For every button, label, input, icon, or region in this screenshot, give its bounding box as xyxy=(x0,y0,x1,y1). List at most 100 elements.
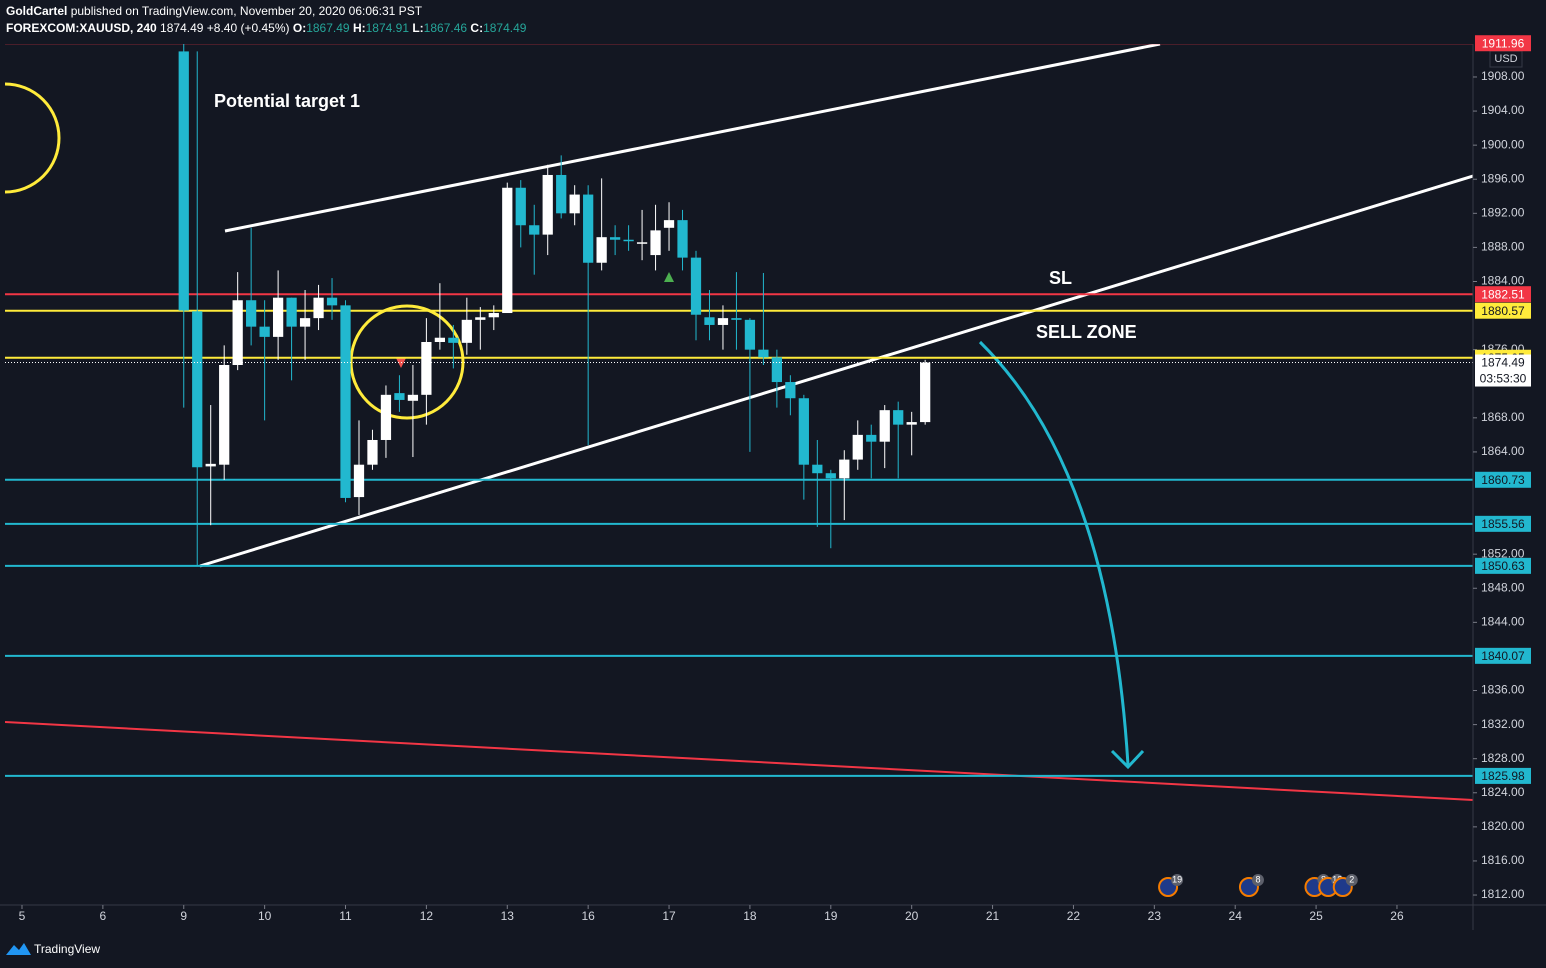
annotation: SELL ZONE xyxy=(1036,322,1137,342)
y-tick-label: 1848.00 xyxy=(1481,580,1525,594)
candle-body xyxy=(623,239,634,242)
price-label-box xyxy=(1475,557,1531,574)
x-tick-label: 26 xyxy=(1390,909,1404,923)
y-tick-label: 1908.00 xyxy=(1481,69,1525,83)
currency-label: USD xyxy=(1494,53,1517,65)
candle-body xyxy=(906,422,917,425)
y-tick-label: 1852.00 xyxy=(1481,546,1525,560)
price-label-box xyxy=(1475,767,1531,784)
y-tick-label: 1820.00 xyxy=(1481,819,1525,833)
x-tick-label: 13 xyxy=(501,909,515,923)
candle-body xyxy=(515,187,526,226)
candle-body xyxy=(663,220,675,228)
candle-body xyxy=(542,174,553,235)
candle-body xyxy=(394,393,405,400)
trend-line xyxy=(224,44,1161,233)
candle-body xyxy=(340,305,351,498)
price-label-box xyxy=(1475,471,1531,488)
candle-body xyxy=(583,194,594,263)
ohlc-value: 1874.91 xyxy=(366,21,410,35)
annotation: Potential target 1 xyxy=(214,91,360,111)
ohlc-label: L: xyxy=(412,21,423,35)
candle-body xyxy=(488,313,499,318)
logo xyxy=(6,943,31,955)
event-count xyxy=(1171,874,1184,886)
price-label: 1882.51 xyxy=(1481,287,1525,301)
publish-info: published on TradingView.com, November 2… xyxy=(71,4,423,18)
candle-body xyxy=(353,464,365,498)
candle-body xyxy=(744,319,756,350)
candle-body xyxy=(205,463,216,467)
last: 1874.49 xyxy=(160,21,204,35)
x-tick-label: 24 xyxy=(1229,909,1243,923)
change: +8.40 (+0.45%) xyxy=(207,21,290,35)
y-tick-label: 1812.00 xyxy=(1481,887,1525,901)
y-tick-label: 1888.00 xyxy=(1481,240,1525,254)
candle-body xyxy=(192,311,203,468)
y-tick-label: 1824.00 xyxy=(1481,785,1525,799)
candle-body xyxy=(812,464,823,474)
candle-body xyxy=(731,318,742,320)
candle-body xyxy=(502,187,513,314)
annotation: SL xyxy=(1049,268,1072,288)
x-tick-label: 22 xyxy=(1067,909,1081,923)
author: GoldCartel xyxy=(6,4,67,18)
last-price-box xyxy=(1475,354,1531,387)
candle-body xyxy=(286,297,297,327)
y-tick-label: 1844.00 xyxy=(1481,615,1525,629)
candle-body xyxy=(272,297,284,337)
candle-body xyxy=(219,365,230,465)
candle-body xyxy=(299,318,311,327)
plot-area xyxy=(5,44,1473,801)
candle-body xyxy=(232,300,243,366)
candle-body xyxy=(879,410,890,442)
x-tick-label: 20 xyxy=(905,909,919,923)
event-count xyxy=(1345,874,1358,886)
candle-body xyxy=(650,230,661,256)
ohlc-label: C: xyxy=(470,21,483,35)
candle-body xyxy=(596,237,607,263)
candle-body xyxy=(717,318,729,325)
price-label-box xyxy=(1475,302,1531,319)
y-tick-label: 1828.00 xyxy=(1481,751,1525,765)
price-label: 1850.63 xyxy=(1481,559,1525,573)
trend-line xyxy=(199,174,1473,568)
price-label: 1825.98 xyxy=(1481,769,1525,783)
x-tick-label: 11 xyxy=(339,909,352,923)
highlight-circle xyxy=(349,304,465,420)
y-tick-label: 1896.00 xyxy=(1481,171,1525,185)
candle-body xyxy=(839,459,850,479)
price-label-box xyxy=(1475,515,1531,532)
ohlc-value: 1867.46 xyxy=(424,21,468,35)
candle-body xyxy=(569,194,580,214)
ohlc-label: H: xyxy=(353,21,366,35)
candle-body xyxy=(367,439,378,465)
price-label: 1880.57 xyxy=(1481,304,1525,318)
y-tick-label: 1864.00 xyxy=(1481,444,1525,458)
arrow-head xyxy=(1110,749,1145,770)
candle-body xyxy=(421,341,432,395)
x-tick-label: 19 xyxy=(824,909,838,923)
candle-body xyxy=(178,51,189,311)
candle-body xyxy=(690,257,702,315)
price-label-box xyxy=(1475,35,1531,52)
candle-body xyxy=(475,317,486,320)
x-tick-label: 21 xyxy=(986,909,1000,923)
y-tick-label: 1892.00 xyxy=(1481,205,1525,219)
candle-body xyxy=(798,398,809,465)
y-tick-label: 1900.00 xyxy=(1481,137,1525,151)
x-tick-label: 12 xyxy=(420,909,434,923)
candle-body xyxy=(259,326,270,337)
candle-body xyxy=(893,410,904,425)
event-count xyxy=(1251,874,1264,886)
ohlc-value: 1867.49 xyxy=(306,21,350,35)
candle-body xyxy=(448,337,459,343)
symbol: FOREXCOM:XAUUSD, 240 xyxy=(6,21,157,35)
x-tick-label: 9 xyxy=(180,909,187,923)
y-tick-label: 1884.00 xyxy=(1481,274,1525,288)
event-label: 2 xyxy=(1349,874,1354,884)
y-tick-label: 1868.00 xyxy=(1481,410,1525,424)
candle-body xyxy=(852,434,863,460)
